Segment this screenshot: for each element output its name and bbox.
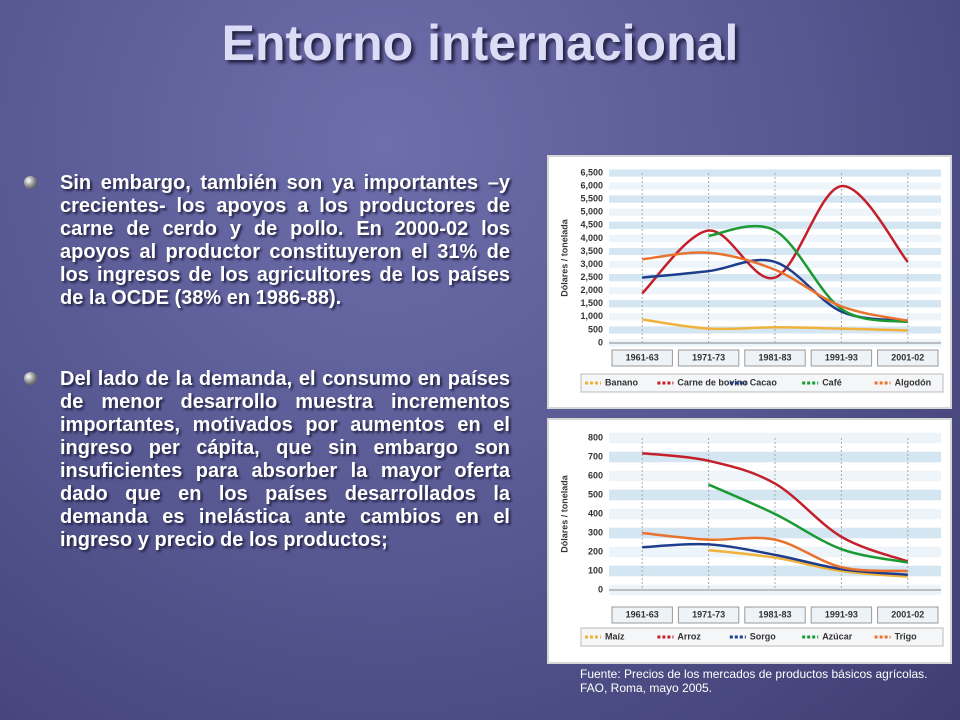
y-tick-label: 3,000 xyxy=(580,259,603,269)
y-tick-label: 5,500 xyxy=(580,194,603,204)
series-line xyxy=(642,531,908,573)
y-tick-label: 6,000 xyxy=(580,180,603,190)
category-box xyxy=(677,349,740,367)
y-tick-label: 4,000 xyxy=(580,233,603,243)
slide-title: Entorno internacional xyxy=(221,15,739,71)
y-tick-label: 700 xyxy=(588,451,603,461)
x-tick-label: 1961-63 xyxy=(626,352,659,362)
series-line xyxy=(708,224,909,324)
x-tick-label: 1991-93 xyxy=(825,352,858,362)
y-tick-label: 100 xyxy=(588,565,603,575)
chart-frame: 0 100 200 300 400 500 600 700 800 Dólares / tonel… xyxy=(547,418,952,664)
chart-frame: 0 500 1,000 1,500 2,000 2,500 3,000 3,500 4,000 4… xyxy=(547,155,952,409)
category-box xyxy=(611,349,673,367)
y-tick-label: 2,000 xyxy=(580,285,603,295)
y-tick-label: 4,500 xyxy=(580,220,603,230)
y-tick-label: 1,000 xyxy=(580,311,603,321)
bullet-dot xyxy=(24,176,37,189)
x-tick-label: 2001-02 xyxy=(891,352,924,362)
y-axis-label: Dólares / tonelada xyxy=(559,218,569,297)
y-tick-label: 200 xyxy=(588,546,603,556)
x-tick-label: 1991-93 xyxy=(825,609,858,619)
chart: 0 100 200 300 400 500 600 700 800 Dólares / tonel… xyxy=(559,432,944,647)
series-line xyxy=(642,318,908,332)
y-tick-label: 1,500 xyxy=(580,298,603,308)
series-line xyxy=(708,548,908,578)
legend-label: Carne de bovino xyxy=(677,377,748,387)
category-box xyxy=(677,606,740,624)
bullet: Del lado de la demanda, el consumo en pa… xyxy=(24,368,510,552)
legend-label: Algodón xyxy=(895,377,932,387)
x-tick-label: 1981-83 xyxy=(758,609,791,619)
y-tick-label: 2,500 xyxy=(580,272,603,282)
y-tick-label: 3,500 xyxy=(580,246,603,256)
category-box xyxy=(744,606,806,624)
y-axis-label: Dólares / tonelada xyxy=(559,474,569,553)
bullet-text: Del lado de la demanda, el consumo en pa… xyxy=(60,368,510,551)
series-line xyxy=(708,483,909,564)
series-line xyxy=(642,542,908,577)
x-tick-label: 1971-73 xyxy=(692,609,725,619)
legend-label: Café xyxy=(822,377,842,387)
y-tick-label: 5,000 xyxy=(580,207,603,217)
x-tick-label: 1971-73 xyxy=(692,352,725,362)
category-box xyxy=(810,349,873,367)
series-line xyxy=(642,451,909,563)
bullet-dot xyxy=(24,372,37,385)
source-note: Fuente: Precios de los mercados de produ… xyxy=(580,667,928,695)
legend-label: Banano xyxy=(605,377,639,387)
legend-box xyxy=(580,627,944,647)
y-tick-label: 0 xyxy=(598,337,603,347)
series-line xyxy=(642,251,909,322)
y-tick-label: 0 xyxy=(598,584,603,594)
legend-label: Sorgo xyxy=(750,631,777,641)
legend-label: Maíz xyxy=(605,631,625,641)
category-box xyxy=(877,349,939,367)
x-tick-label: 1961-63 xyxy=(626,609,659,619)
category-box xyxy=(810,606,873,624)
bullet-text: Sin embargo, también son ya importantes … xyxy=(60,172,510,309)
y-tick-label: 400 xyxy=(588,508,603,518)
series-line xyxy=(641,184,909,295)
category-box xyxy=(744,349,806,367)
legend-label: Arroz xyxy=(677,631,701,641)
y-tick-label: 500 xyxy=(588,324,603,334)
y-tick-label: 300 xyxy=(588,527,603,537)
y-tick-label: 600 xyxy=(588,470,603,480)
y-tick-label: 800 xyxy=(588,432,603,442)
legend-label: Azúcar xyxy=(822,631,853,641)
y-tick-label: 6,500 xyxy=(580,167,603,177)
category-box xyxy=(611,606,673,624)
y-tick-label: 500 xyxy=(588,489,603,499)
bullet: Sin embargo, también son ya importantes … xyxy=(24,172,510,310)
x-tick-label: 1981-83 xyxy=(758,352,791,362)
legend-label: Trigo xyxy=(895,631,918,641)
category-box xyxy=(877,606,939,624)
x-tick-label: 2001-02 xyxy=(891,609,924,619)
legend-label: Cacao xyxy=(750,377,778,387)
legend-box xyxy=(580,373,944,393)
chart: 0 500 1,000 1,500 2,000 2,500 3,000 3,500 4,000 4… xyxy=(559,167,944,393)
